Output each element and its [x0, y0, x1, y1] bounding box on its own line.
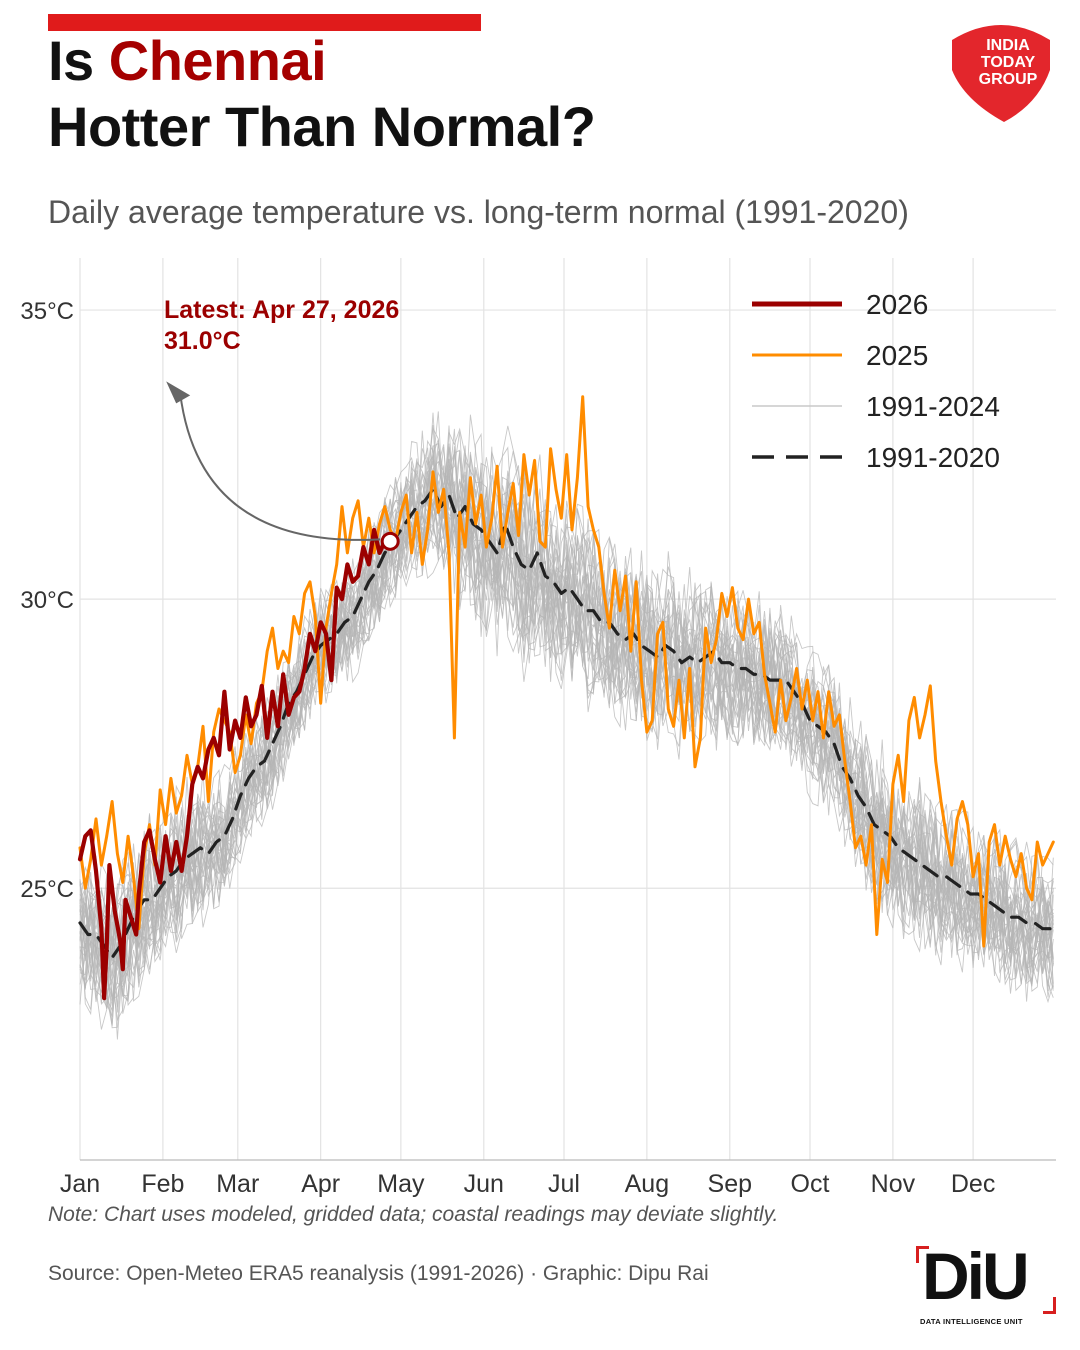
legend-label: 2025 [866, 340, 928, 371]
chart-note: Note: Chart uses modeled, gridded data; … [48, 1203, 779, 1226]
logo-line-3: GROUP [979, 71, 1038, 88]
x-tick-label: Feb [141, 1170, 184, 1198]
legend-label: 1991-2020 [866, 442, 1000, 473]
source-credit: Source: Open-Meteo ERA5 reanalysis (1991… [48, 1262, 709, 1285]
page-title: Is Chennai Hotter Than Normal? [48, 28, 596, 160]
diu-unit-name: DATA INTELLIGENCE UNIT [920, 1317, 1023, 1326]
subtitle: Daily average temperature vs. long-term … [48, 194, 909, 230]
x-tick-label: Oct [791, 1170, 830, 1198]
latest-point-marker [380, 531, 400, 551]
diu-logo: DiU DATA INTELLIGENCE UNIT [916, 1239, 1056, 1332]
y-tick-label: 30°C [20, 587, 74, 614]
legend-label: 1991-2024 [866, 391, 1000, 422]
x-tick-label: Aug [625, 1170, 669, 1198]
history-year-line [79, 446, 1054, 1013]
accent-bar [48, 14, 481, 31]
x-tick-label: Nov [871, 1170, 916, 1198]
title-prefix: Is [48, 29, 109, 92]
x-tick-label: Dec [951, 1170, 995, 1198]
logo-line-2: TODAY [981, 54, 1036, 71]
annotation-date: Latest: Apr 27, 2026 [164, 296, 399, 324]
legend-label: 2026 [866, 289, 928, 320]
diu-wordmark: DiU [922, 1239, 1030, 1313]
series-line-normal [78, 487, 1058, 960]
x-tick-label: Apr [301, 1170, 340, 1198]
x-tick-label: Jun [464, 1170, 504, 1198]
series-line-y2026 [77, 527, 393, 1001]
x-tick-label: May [377, 1170, 425, 1198]
y-tick-label: 35°C [20, 298, 74, 325]
y-tick-label: 25°C [20, 876, 74, 903]
title-city: Chennai [108, 29, 327, 92]
x-tick-label: Jan [60, 1170, 100, 1198]
india-today-group-logo: INDIA TODAY GROUP [952, 25, 1050, 122]
logo-line-1: INDIA [986, 37, 1030, 54]
chart: 25°C 30°C 35°C Jan Feb Mar Apr May Jun Jul Aug Sep O… [0, 240, 1080, 1200]
annotation-arrow-head [166, 381, 191, 404]
x-tick-label: Jul [548, 1170, 580, 1198]
series-line-y2025 [78, 395, 1055, 948]
chart-svg: 25°C 30°C 35°C Jan Feb Mar Apr May Jun Jul Aug Sep O… [20, 258, 1058, 1198]
title-line-2: Hotter Than Normal? [48, 95, 596, 158]
x-tick-label: Mar [216, 1170, 259, 1198]
annotation-arrow [179, 393, 381, 541]
legend: 2026 2025 1991-2024 1991-2020 [752, 289, 1000, 473]
x-tick-label: Sep [708, 1170, 752, 1198]
annotation-value: 31.0°C [164, 327, 241, 355]
